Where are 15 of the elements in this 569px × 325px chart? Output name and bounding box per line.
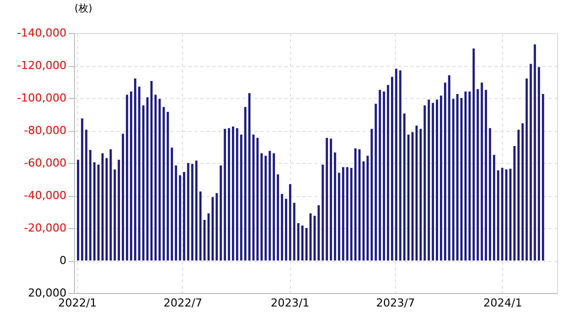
- y-tick-label: -140,000: [17, 26, 66, 40]
- y-tick-label: -40,000: [24, 189, 66, 202]
- y-tick-label: -100,000: [17, 92, 66, 104]
- y-tick-label: -20,000: [24, 222, 66, 234]
- y-tick-label: 20,000: [28, 286, 66, 300]
- x-tick-label: 2022/7: [164, 296, 202, 310]
- x-tick-label: 2023/7: [376, 296, 415, 310]
- y-tick-label: -80,000: [24, 124, 66, 137]
- x-tick-label: 2022/1: [58, 296, 97, 310]
- y-axis-title: (枚): [74, 2, 92, 14]
- y-tick-label: -120,000: [17, 59, 66, 72]
- x-tick-label: 2023/1: [270, 296, 310, 310]
- x-tick-label: 2024/1: [483, 296, 522, 310]
- y-tick-label: -60,000: [24, 156, 66, 170]
- y-tick-label: 0: [60, 254, 66, 267]
